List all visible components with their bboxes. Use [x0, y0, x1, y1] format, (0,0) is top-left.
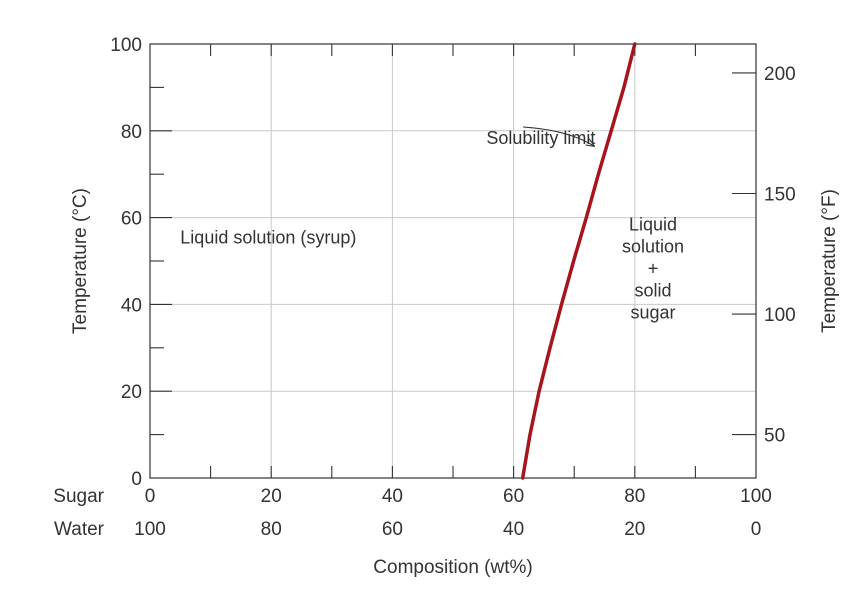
annotation-line: sugar — [630, 303, 675, 323]
annotation-line: solution — [622, 237, 684, 257]
x-tick-label: 80 — [624, 486, 645, 507]
x-row-label: Water — [54, 519, 105, 540]
x-tick-label: 60 — [503, 486, 524, 507]
annotation-line: solid — [634, 281, 671, 301]
x-tick-label: 0 — [145, 486, 156, 507]
y2-tick-label: 50 — [764, 426, 785, 447]
y-axis-title: Temperature (°C) — [70, 188, 91, 334]
minor-ticks — [150, 44, 696, 478]
y-tick-label: 100 — [110, 35, 142, 56]
annotation-text: Solubility limit — [486, 128, 595, 148]
y-tick-label: 0 — [131, 469, 142, 490]
x-row-label: Sugar — [53, 486, 104, 507]
right-axis-ticks — [732, 72, 756, 436]
solubility-curve — [520, 42, 637, 480]
annotation-arrow — [522, 126, 594, 146]
y-tick-label: 20 — [121, 382, 142, 403]
gridlines — [150, 44, 756, 478]
x-tick-label: 80 — [261, 519, 282, 540]
y2-tick-label: 150 — [764, 184, 796, 205]
x-tick-label: 20 — [261, 486, 282, 507]
annotation-line: Liquid — [629, 215, 677, 235]
series-layer — [520, 42, 637, 480]
x-tick-label: 40 — [503, 519, 524, 540]
y2-axis-title: Temperature (°F) — [819, 189, 840, 333]
y-tick-label: 60 — [121, 209, 142, 230]
x-tick-label: 60 — [382, 519, 403, 540]
x-tick-label: 20 — [624, 519, 645, 540]
x-tick-label: 100 — [134, 519, 166, 540]
y-tick-label: 80 — [121, 122, 142, 143]
x-tick-label: 100 — [740, 486, 772, 507]
y-tick-label: 40 — [121, 295, 142, 316]
y2-tick-label: 200 — [764, 64, 796, 85]
x-tick-label: 0 — [751, 519, 762, 540]
annotation-line: + — [648, 259, 659, 279]
plot-frame — [149, 43, 757, 479]
annotations: Solubility limit Liquid solution (syrup) L… — [180, 128, 684, 323]
annotation-two-phase: Liquid solution + solid sugar — [622, 215, 684, 323]
x-axis-title: Composition (wt%) — [373, 557, 532, 578]
y2-tick-label: 100 — [764, 305, 796, 326]
x-tick-label: 40 — [382, 486, 403, 507]
annotation-text: Liquid solution (syrup) — [180, 228, 356, 248]
